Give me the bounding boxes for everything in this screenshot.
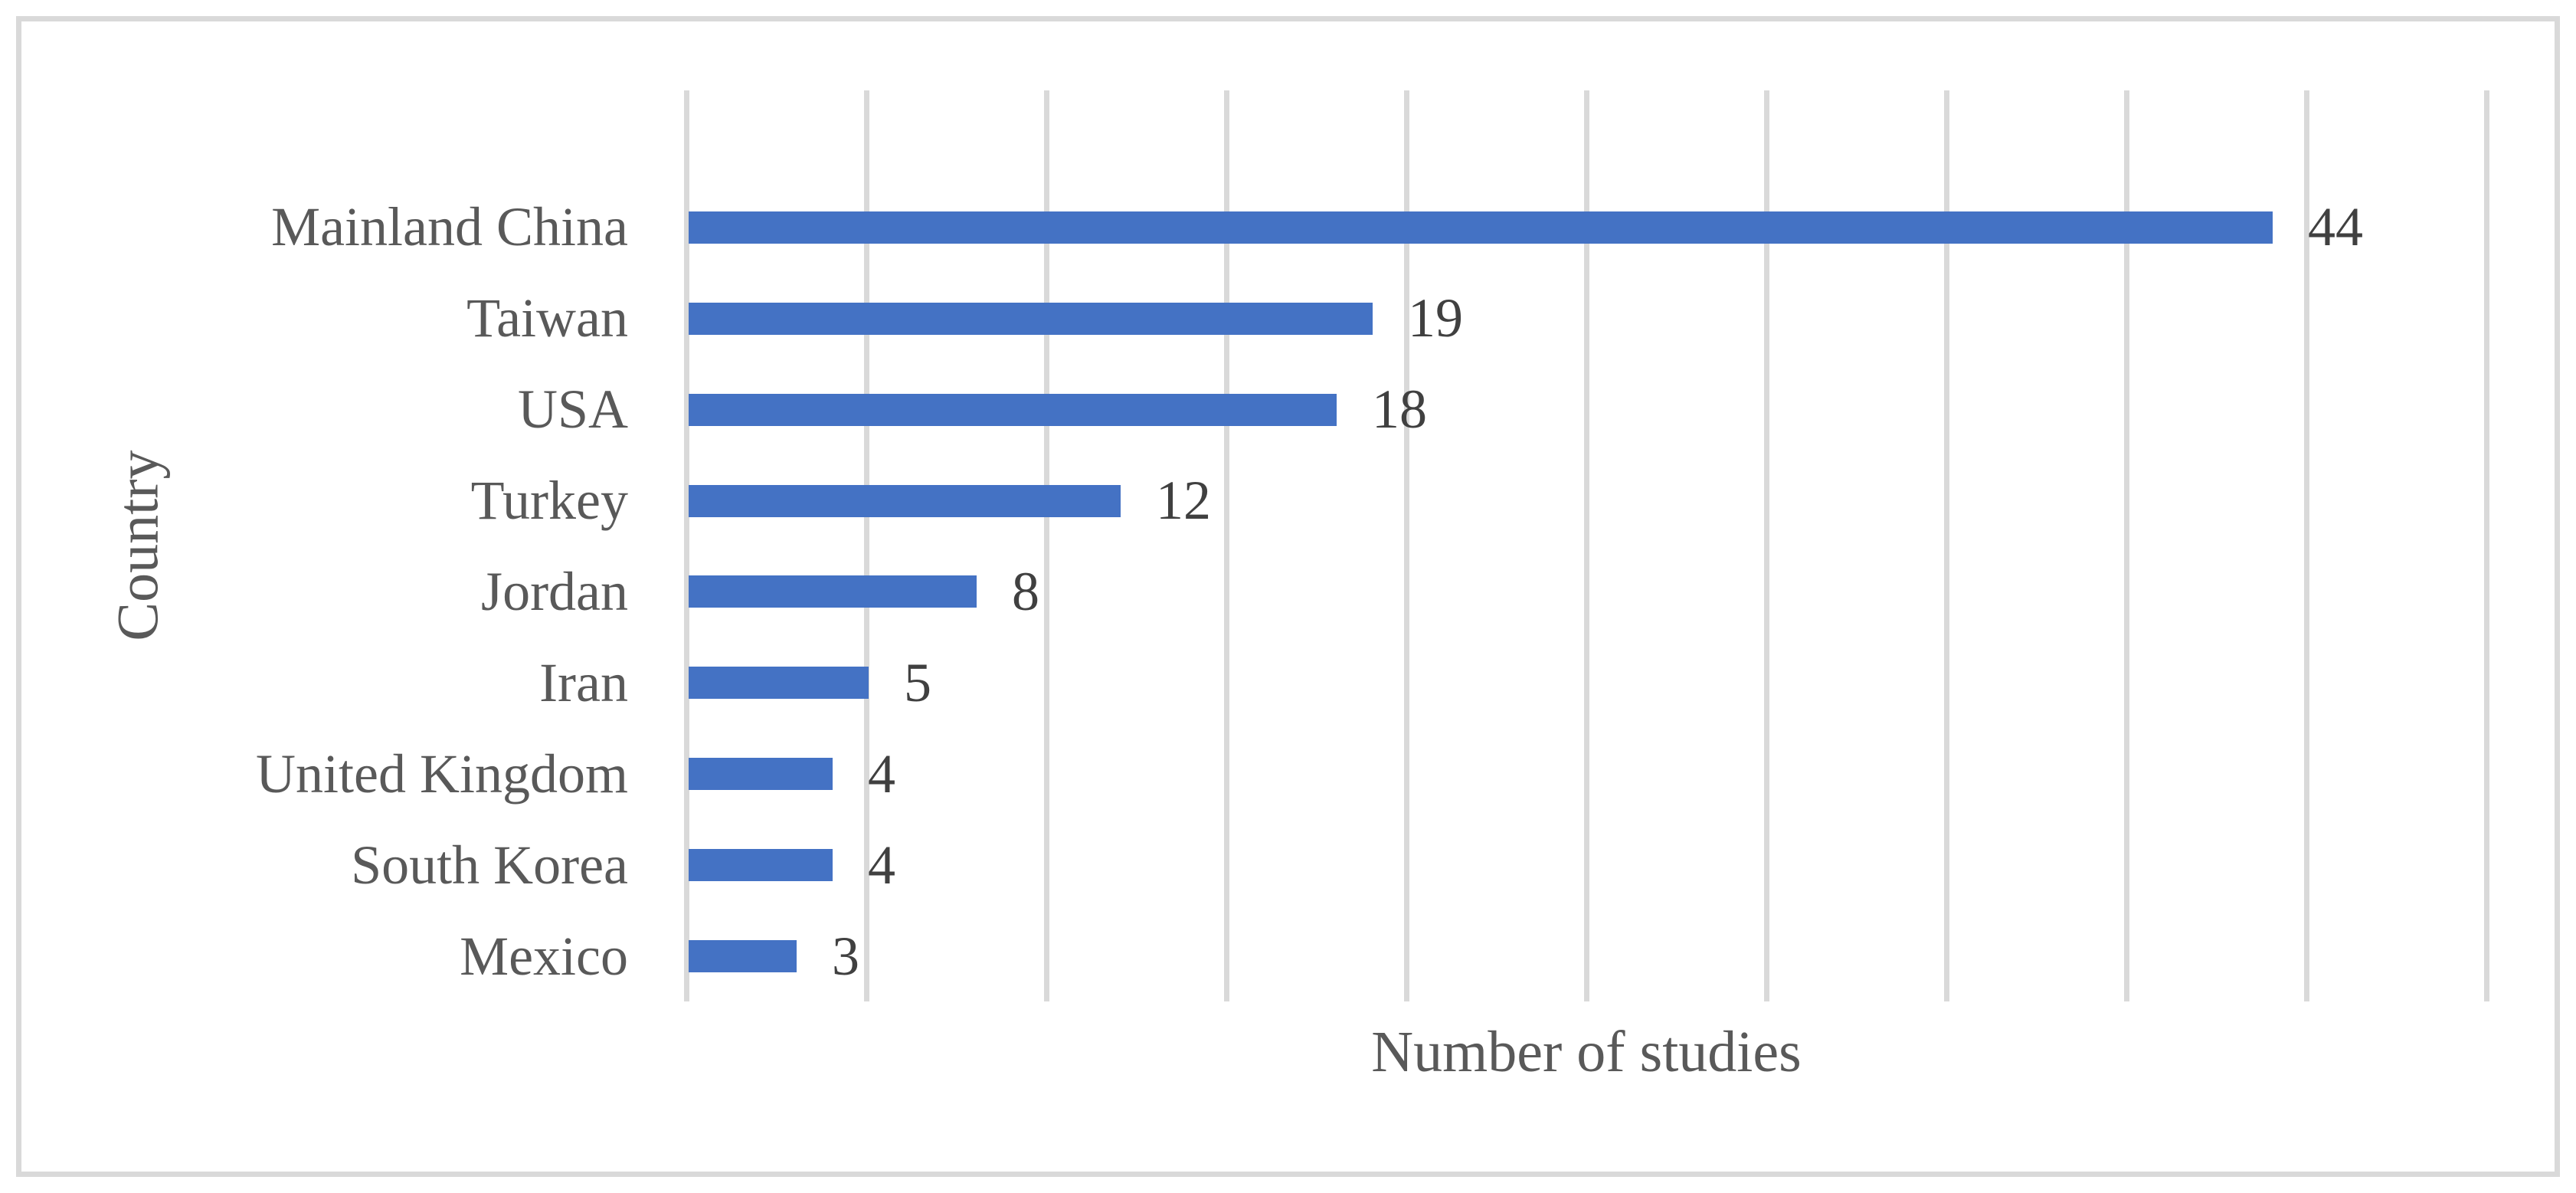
value-label-mexico: 3 — [832, 925, 859, 987]
gridline — [2123, 90, 2129, 1001]
bar-taiwan — [689, 302, 1373, 335]
value-label-mainland-china: 44 — [2308, 196, 2363, 258]
gridline — [1583, 90, 1589, 1001]
category-label-united-kingdom: United Kingdom — [256, 742, 628, 805]
gridline — [1403, 90, 1409, 1001]
value-label-south-korea: 4 — [868, 834, 895, 896]
gridline — [683, 90, 689, 1001]
bar-iran — [689, 667, 869, 700]
bar-turkey — [689, 484, 1121, 517]
value-label-united-kingdom: 4 — [868, 742, 895, 805]
value-label-iran: 5 — [904, 651, 931, 713]
category-label-mexico: Mexico — [460, 925, 628, 987]
x-axis-title: Number of studies — [1371, 1020, 1802, 1084]
bar-south-korea — [689, 849, 833, 882]
category-label-iran: Iran — [539, 651, 628, 713]
value-label-taiwan: 19 — [1408, 287, 1463, 349]
value-label-usa: 18 — [1372, 379, 1427, 441]
category-label-jordan: Jordan — [481, 560, 628, 622]
gridline — [1043, 90, 1049, 1001]
bar-united-kingdom — [689, 758, 833, 791]
value-label-jordan: 8 — [1012, 560, 1039, 622]
bar-mexico — [689, 940, 797, 973]
gridline — [2303, 90, 2309, 1001]
category-label-mainland-china: Mainland China — [271, 196, 628, 258]
value-label-turkey: 12 — [1156, 470, 1211, 532]
bar-mainland-china — [689, 211, 2273, 244]
figure-border — [16, 16, 2560, 1177]
category-label-south-korea: South Korea — [351, 834, 628, 896]
y-axis-title: Country — [106, 450, 171, 641]
category-label-usa: USA — [517, 379, 628, 441]
category-label-turkey: Turkey — [470, 470, 628, 532]
bar-usa — [689, 393, 1337, 426]
gridline — [1943, 90, 1949, 1001]
gridline — [2483, 90, 2489, 1001]
gridline — [863, 90, 869, 1001]
gridline — [1763, 90, 1769, 1001]
gridline — [1223, 90, 1229, 1001]
bar-jordan — [689, 575, 977, 608]
category-label-taiwan: Taiwan — [466, 287, 628, 349]
